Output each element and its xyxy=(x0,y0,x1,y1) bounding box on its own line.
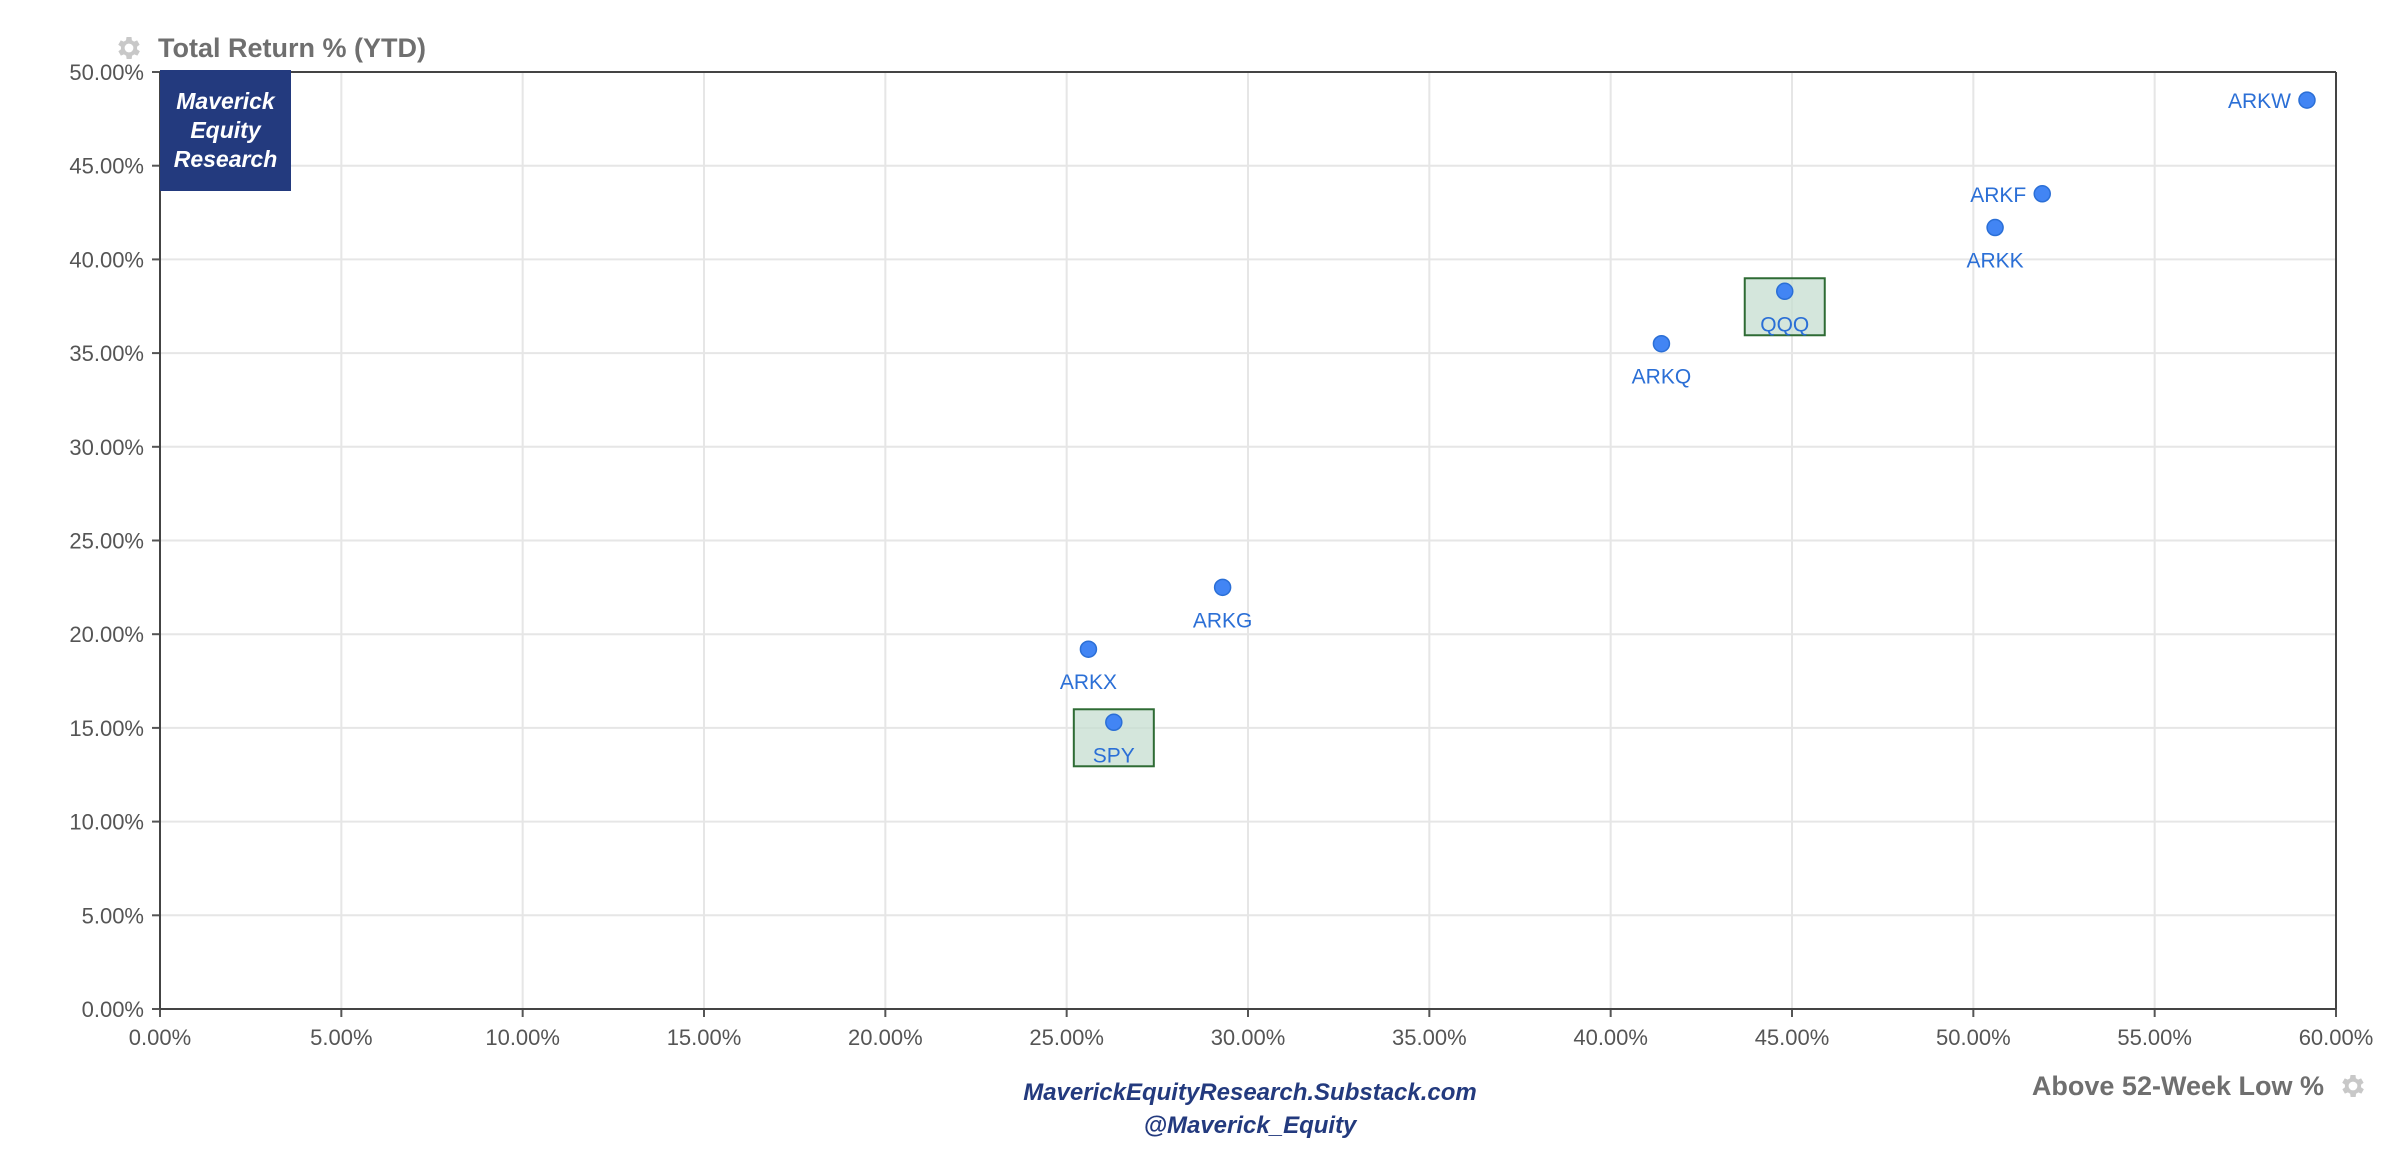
data-point-label: ARKG xyxy=(1193,609,1253,632)
data-point-label: ARKK xyxy=(1966,250,2023,273)
highlight-boxes xyxy=(1072,277,1826,768)
y-tick-label: 20.00% xyxy=(69,622,144,647)
brand-line-2: Equity xyxy=(190,117,261,143)
y-axis-title: Total Return % (YTD) xyxy=(158,32,426,63)
x-tick-label: 35.00% xyxy=(1392,1025,1467,1050)
data-point xyxy=(1213,578,1232,597)
data-point-label: ARKF xyxy=(1970,184,2026,207)
y-tick-label: 45.00% xyxy=(69,154,144,179)
y-tick-label: 40.00% xyxy=(69,247,144,272)
y-tick-label: 0.00% xyxy=(82,997,144,1022)
source-footer: MaverickEquityResearch.Substack.com @Mav… xyxy=(900,1076,1600,1142)
gear-icon[interactable] xyxy=(2338,1071,2368,1101)
x-tick-label: 60.00% xyxy=(2299,1025,2374,1050)
data-point xyxy=(1986,218,2004,237)
data-point xyxy=(1105,713,1123,732)
x-tick-label: 25.00% xyxy=(1029,1025,1104,1050)
x-tick-label: 5.00% xyxy=(310,1025,372,1050)
x-tick-label: 45.00% xyxy=(1755,1025,1830,1050)
x-axis-title-group: Above 52-Week Low % xyxy=(2032,1066,2368,1106)
gear-icon[interactable] xyxy=(114,33,144,63)
y-tick-label: 30.00% xyxy=(69,435,144,460)
x-tick-label: 20.00% xyxy=(848,1025,923,1050)
y-tick-label: 15.00% xyxy=(69,716,144,741)
data-point xyxy=(1775,282,1794,301)
data-point-label: ARKW xyxy=(2228,90,2291,113)
x-tick-label: 0.00% xyxy=(129,1025,191,1050)
data-point xyxy=(1652,334,1671,353)
data-point xyxy=(1079,640,1098,658)
data-point xyxy=(2298,91,2316,109)
x-tick-label: 40.00% xyxy=(1573,1025,1648,1050)
brand-line-1: Maverick xyxy=(176,88,275,114)
x-tick-label: 55.00% xyxy=(2117,1025,2192,1050)
source-website: MaverickEquityResearch.Substack.com xyxy=(1023,1079,1477,1106)
y-tick-label: 50.00% xyxy=(69,60,144,85)
y-tick-label: 10.00% xyxy=(69,810,144,835)
x-axis-title: Above 52-Week Low % xyxy=(2031,1070,2324,1101)
x-tick-label: 15.00% xyxy=(667,1025,742,1050)
data-point-label: QQQ xyxy=(1760,313,1809,336)
y-tick-label: 35.00% xyxy=(69,341,144,366)
data-point-label: ARKX xyxy=(1060,671,1117,694)
source-handle: @Maverick_Equity xyxy=(1143,1112,1357,1139)
x-tick-label: 10.00% xyxy=(485,1025,560,1050)
data-points: ARKW ARKF ARKK QQQ ARKQ ARKG ARKX SPY xyxy=(1060,90,2316,767)
data-point xyxy=(2033,185,2051,203)
grid-lines xyxy=(159,71,2337,1010)
brand-logo: Maverick Equity Research xyxy=(160,70,291,191)
brand-line-3: Research xyxy=(173,146,278,172)
axes: 0.00% 5.00% 10.00% 15.00% 20.00% 25.00% 30.00%… xyxy=(69,60,2373,1050)
data-point-label: SPY xyxy=(1093,744,1135,767)
x-tick-label: 50.00% xyxy=(1936,1025,2011,1050)
y-axis-title-group: Total Return % (YTD) xyxy=(114,28,426,68)
y-tick-label: 5.00% xyxy=(82,903,144,928)
y-tick-label: 25.00% xyxy=(69,529,144,554)
data-point-label: ARKQ xyxy=(1632,366,1692,389)
x-tick-label: 30.00% xyxy=(1211,1025,1286,1050)
